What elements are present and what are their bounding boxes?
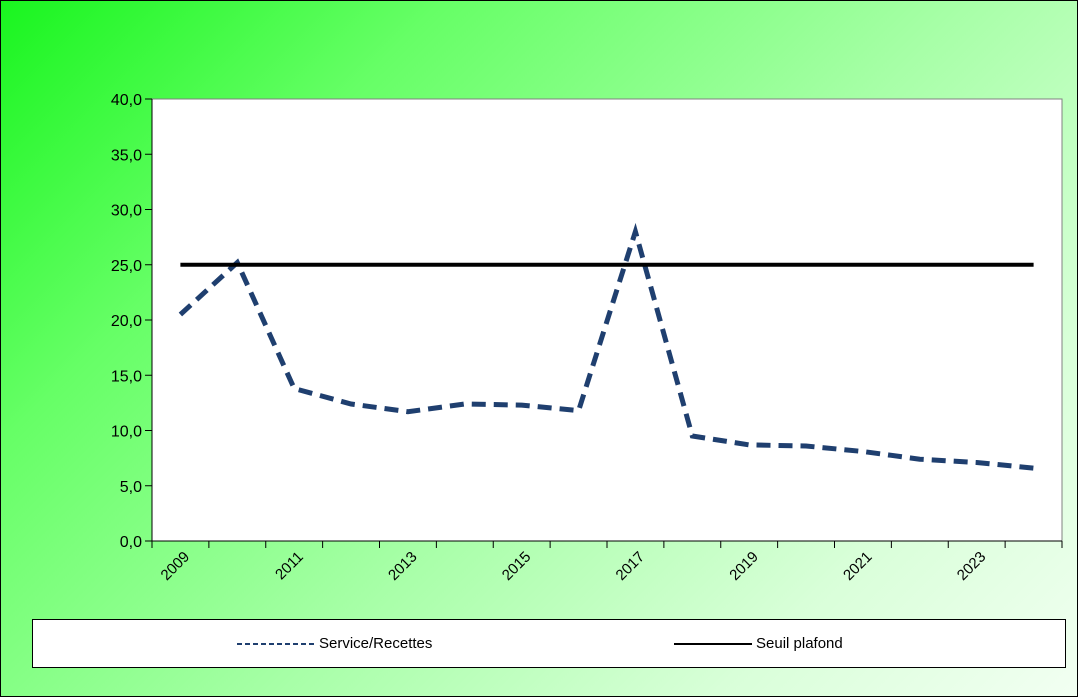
x-tick-label: 2013 (385, 548, 421, 584)
legend-label: Service/Recettes (319, 635, 433, 652)
y-tick-label: 5,0 (120, 479, 142, 496)
y-tick-label: 10,0 (111, 424, 142, 441)
x-tick-label: 2011 (272, 548, 307, 583)
x-tick-label: 2023 (954, 548, 990, 584)
y-tick-label: 15,0 (111, 368, 142, 385)
y-axis: 0,0 5,0 10,0 15,0 20,0 25,0 30,0 35,0 40,0 (111, 92, 153, 551)
y-tick-label: 20,0 (111, 313, 142, 330)
y-tick-label: 25,0 (111, 258, 142, 275)
legend-label: Seuil plafond (756, 635, 843, 652)
x-tick-label: 2017 (613, 548, 649, 584)
x-tick-label: 2021 (840, 548, 876, 584)
y-tick-label: 0,0 (120, 534, 142, 551)
series-layer (178, 222, 1034, 471)
x-axis: 2009 2011 2013 2015 2017 2019 2021 2023 (151, 540, 1063, 584)
legend-swatch-dashed (237, 642, 315, 645)
y-tick-label: 35,0 (111, 147, 142, 164)
legend-item-service-recettes: Service/Recettes (237, 620, 432, 667)
x-tick-label: 2019 (726, 548, 762, 584)
x-tick-label: 2015 (499, 548, 535, 584)
y-tick-label: 40,0 (111, 92, 142, 109)
series-line-service-recettes (178, 222, 1034, 471)
legend-item-seuil-plafond: Seuil plafond (674, 620, 843, 667)
y-tick-label: 30,0 (111, 203, 142, 220)
x-tick-label: 2009 (158, 548, 194, 584)
legend-swatch-solid (674, 642, 752, 645)
legend: Service/Recettes Seuil plafond (32, 619, 1066, 668)
